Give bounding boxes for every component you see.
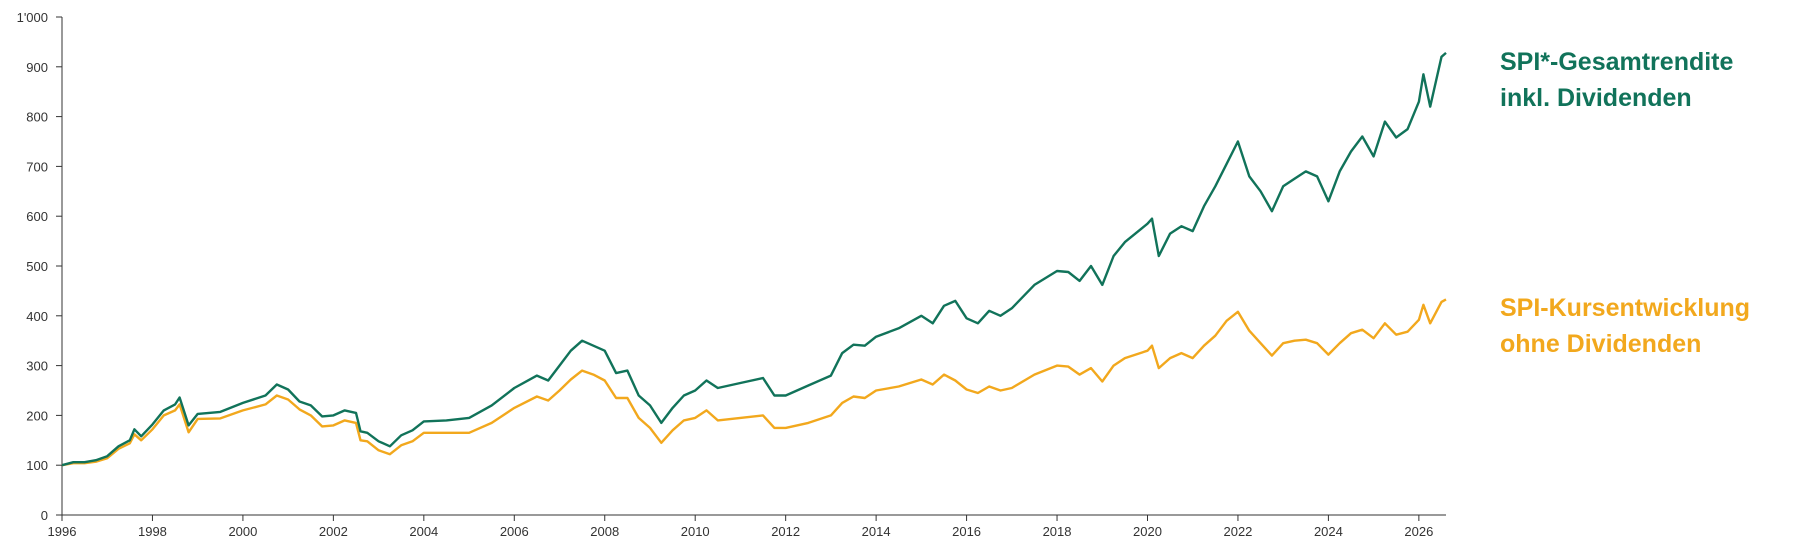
x-tick-label: 2022	[1223, 524, 1252, 539]
x-tick-label: 2014	[862, 524, 891, 539]
y-tick-label: 600	[26, 209, 48, 224]
x-axis: 1996 1998 2000 2002 2004 2006 2008 2010 2012 2014…	[48, 514, 1446, 539]
x-tick-label: 2002	[319, 524, 348, 539]
x-tick-label: 2016	[952, 524, 981, 539]
legend-total-return-line2: inkl. Dividenden	[1500, 84, 1692, 112]
y-tick-label: 700	[26, 159, 48, 174]
legend-total-return-line1: SPI*-Gesamtrendite	[1500, 48, 1734, 76]
x-tick-label: 1996	[48, 524, 77, 539]
plot-lines	[61, 51, 1447, 467]
x-tick-label: 2010	[681, 524, 710, 539]
series-line-price-return	[61, 298, 1447, 467]
x-tick-label: 2024	[1314, 524, 1343, 539]
x-tick-label: 2026	[1404, 524, 1433, 539]
x-tick-label: 2004	[409, 524, 438, 539]
x-tick-label: 2020	[1133, 524, 1162, 539]
legend-price-return-line2: ohne Dividenden	[1500, 330, 1702, 358]
y-tick-label: 0	[41, 508, 48, 523]
legend-price-return: SPI-Kursentwicklung ohne Dividenden	[1500, 290, 1750, 362]
x-tick-label: 2006	[500, 524, 529, 539]
x-tick-label: 2000	[228, 524, 257, 539]
y-tick-label: 800	[26, 110, 48, 125]
series-line-total-return	[61, 51, 1447, 467]
x-tick-label: 2008	[590, 524, 619, 539]
legend-price-return-line1: SPI-Kursentwicklung	[1500, 294, 1751, 322]
y-tick-label: 1'000	[17, 10, 48, 25]
y-axis: 0 100 200 300 400 500 600 700 800 900 1'000	[17, 10, 63, 523]
y-tick-label: 500	[26, 259, 48, 274]
x-tick-label: 2018	[1043, 524, 1072, 539]
y-tick-label: 400	[26, 309, 48, 324]
legend-total-return: SPI*-Gesamtrendite inkl. Dividenden	[1500, 44, 1733, 116]
y-tick-label: 300	[26, 359, 48, 374]
x-tick-label: 2012	[771, 524, 800, 539]
y-tick-label: 100	[26, 458, 48, 473]
y-tick-label: 200	[26, 408, 48, 423]
y-tick-label: 900	[26, 60, 48, 75]
x-tick-label: 1998	[138, 524, 167, 539]
